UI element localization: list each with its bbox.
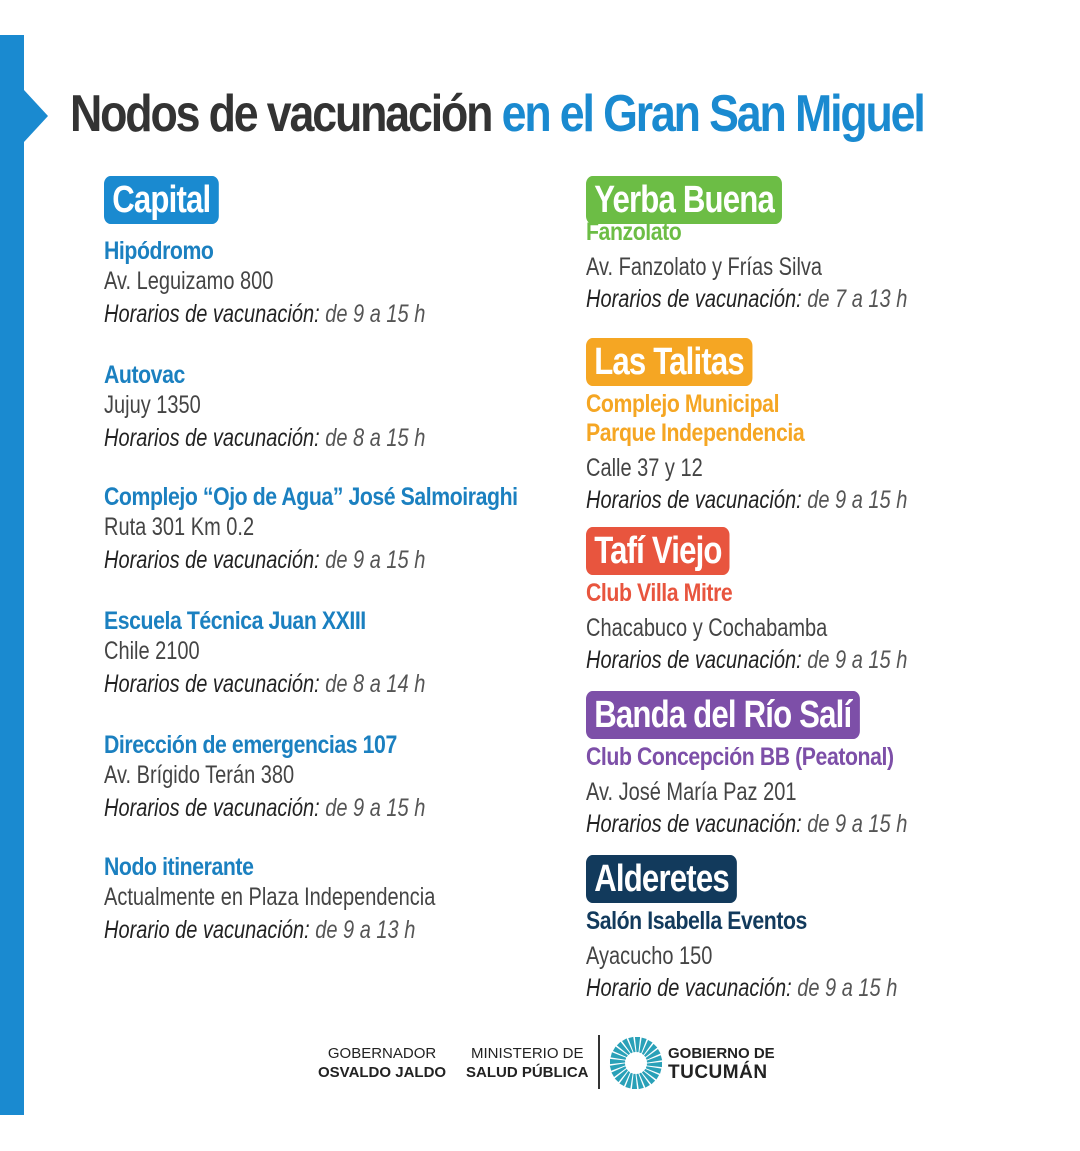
hours-label: Horario de vacunación: xyxy=(104,916,310,944)
region-badge: Las Talitas xyxy=(586,338,753,386)
hours-label: Horario de vacunación: xyxy=(586,974,792,1002)
hours-label: Horarios de vacunación: xyxy=(586,486,802,514)
hours-value: de 8 a 14 h xyxy=(325,670,426,698)
governor-title: GOBERNADOR xyxy=(327,1045,437,1062)
node-address: Av. Fanzolato y Frías Silva xyxy=(586,253,823,281)
node-address: Av. Brígido Terán 380 xyxy=(104,761,295,789)
government-block: GOBIERNO DE TUCUMÁN xyxy=(668,1044,775,1082)
region-badge: Banda del Río Salí xyxy=(586,691,860,739)
node-name: Autovac xyxy=(104,361,185,389)
hours-line: Horarios de vacunación: de 9 a 15 h xyxy=(586,485,907,515)
ministry-line2: SALUD PÚBLICA xyxy=(466,1064,589,1081)
node-name: Salón Isabella Eventos xyxy=(586,907,807,935)
title-part2: en el Gran San Miguel xyxy=(501,85,926,143)
hours-line: Horarios de vacunación: de 9 a 15 h xyxy=(104,545,425,575)
node-address: Actualmente en Plaza Independencia xyxy=(104,883,436,911)
node-address: Av. Leguizamo 800 xyxy=(104,267,274,295)
region-badge: Yerba Buena xyxy=(586,176,783,224)
hours-label: Horarios de vacunación: xyxy=(104,300,320,328)
hours-line: Horario de vacunación: de 9 a 15 h xyxy=(586,973,897,1003)
node-name: Complejo Municipal xyxy=(586,390,780,418)
hours-value: de 9 a 15 h xyxy=(807,810,908,838)
hours-line: Horarios de vacunación: de 9 a 15 h xyxy=(104,793,425,823)
hours-line: Horario de vacunación: de 9 a 13 h xyxy=(104,915,415,945)
hours-value: de 7 a 13 h xyxy=(807,285,908,313)
hours-value: de 9 a 15 h xyxy=(325,546,426,574)
hours-label: Horarios de vacunación: xyxy=(104,424,320,452)
node-address: Av. José María Paz 201 xyxy=(586,778,797,806)
hours-value: de 9 a 15 h xyxy=(807,486,908,514)
node-name: Hipódromo xyxy=(104,237,214,265)
region-badge: Tafí Viejo xyxy=(586,527,730,575)
node-address: Chacabuco y Cochabamba xyxy=(586,614,828,642)
node-name: Complejo “Ojo de Agua” José Salmoiraghi xyxy=(104,483,518,511)
hours-value: de 9 a 15 h xyxy=(797,974,898,1002)
sun-rays-logo-icon xyxy=(609,1036,663,1090)
page-title: Nodos de vacunación en el Gran San Migue… xyxy=(70,84,926,144)
gov-line1: GOBIERNO DE xyxy=(668,1045,775,1062)
hours-value: de 9 a 15 h xyxy=(325,794,426,822)
hours-label: Horarios de vacunación: xyxy=(104,794,320,822)
hours-value: de 9 a 13 h xyxy=(315,916,416,944)
ministry-line1: MINISTERIO DE xyxy=(470,1045,584,1062)
hours-line: Horarios de vacunación: de 9 a 15 h xyxy=(586,809,907,839)
hours-label: Horarios de vacunación: xyxy=(104,670,320,698)
node-name: Fanzolato xyxy=(586,218,682,246)
gov-line2: TUCUMÁN xyxy=(668,1062,768,1083)
hours-label: Horarios de vacunación: xyxy=(104,546,320,574)
ministry-block: MINISTERIO DE SALUD PÚBLICA xyxy=(466,1044,589,1082)
node-address: Ruta 301 Km 0.2 xyxy=(104,513,255,541)
node-name: Club Concepción BB (Peatonal) xyxy=(586,743,894,771)
hours-line: Horarios de vacunación: de 8 a 15 h xyxy=(104,423,425,453)
region-badge-capital: Capital xyxy=(104,176,219,224)
node-name: Escuela Técnica Juan XXIII xyxy=(104,607,366,635)
node-name: Nodo itinerante xyxy=(104,853,254,881)
node-name: Parque Independencia xyxy=(586,419,805,447)
side-accent-bar xyxy=(0,35,24,1115)
arrow-marker xyxy=(24,90,48,142)
governor-block: GOBERNADOR OSVALDO JALDO xyxy=(318,1044,446,1082)
node-name: Club Villa Mitre xyxy=(586,579,733,607)
hours-line: Horarios de vacunación: de 8 a 14 h xyxy=(104,669,425,699)
hours-line: Horarios de vacunación: de 9 a 15 h xyxy=(104,299,425,329)
node-name: Dirección de emergencias 107 xyxy=(104,731,397,759)
node-address: Jujuy 1350 xyxy=(104,391,201,419)
hours-label: Horarios de vacunación: xyxy=(586,285,802,313)
hours-line: Horarios de vacunación: de 9 a 15 h xyxy=(586,645,907,675)
hours-value: de 9 a 15 h xyxy=(807,646,908,674)
footer-divider xyxy=(598,1035,600,1089)
hours-value: de 8 a 15 h xyxy=(325,424,426,452)
hours-value: de 9 a 15 h xyxy=(325,300,426,328)
governor-name: OSVALDO JALDO xyxy=(318,1064,447,1081)
hours-label: Horarios de vacunación: xyxy=(586,810,802,838)
title-part1: Nodos de vacunación xyxy=(70,85,494,143)
hours-line: Horarios de vacunación: de 7 a 13 h xyxy=(586,284,907,314)
node-address: Ayacucho 150 xyxy=(586,942,713,970)
node-address: Chile 2100 xyxy=(104,637,200,665)
region-badge: Alderetes xyxy=(586,855,738,903)
hours-label: Horarios de vacunación: xyxy=(586,646,802,674)
node-address: Calle 37 y 12 xyxy=(586,454,703,482)
